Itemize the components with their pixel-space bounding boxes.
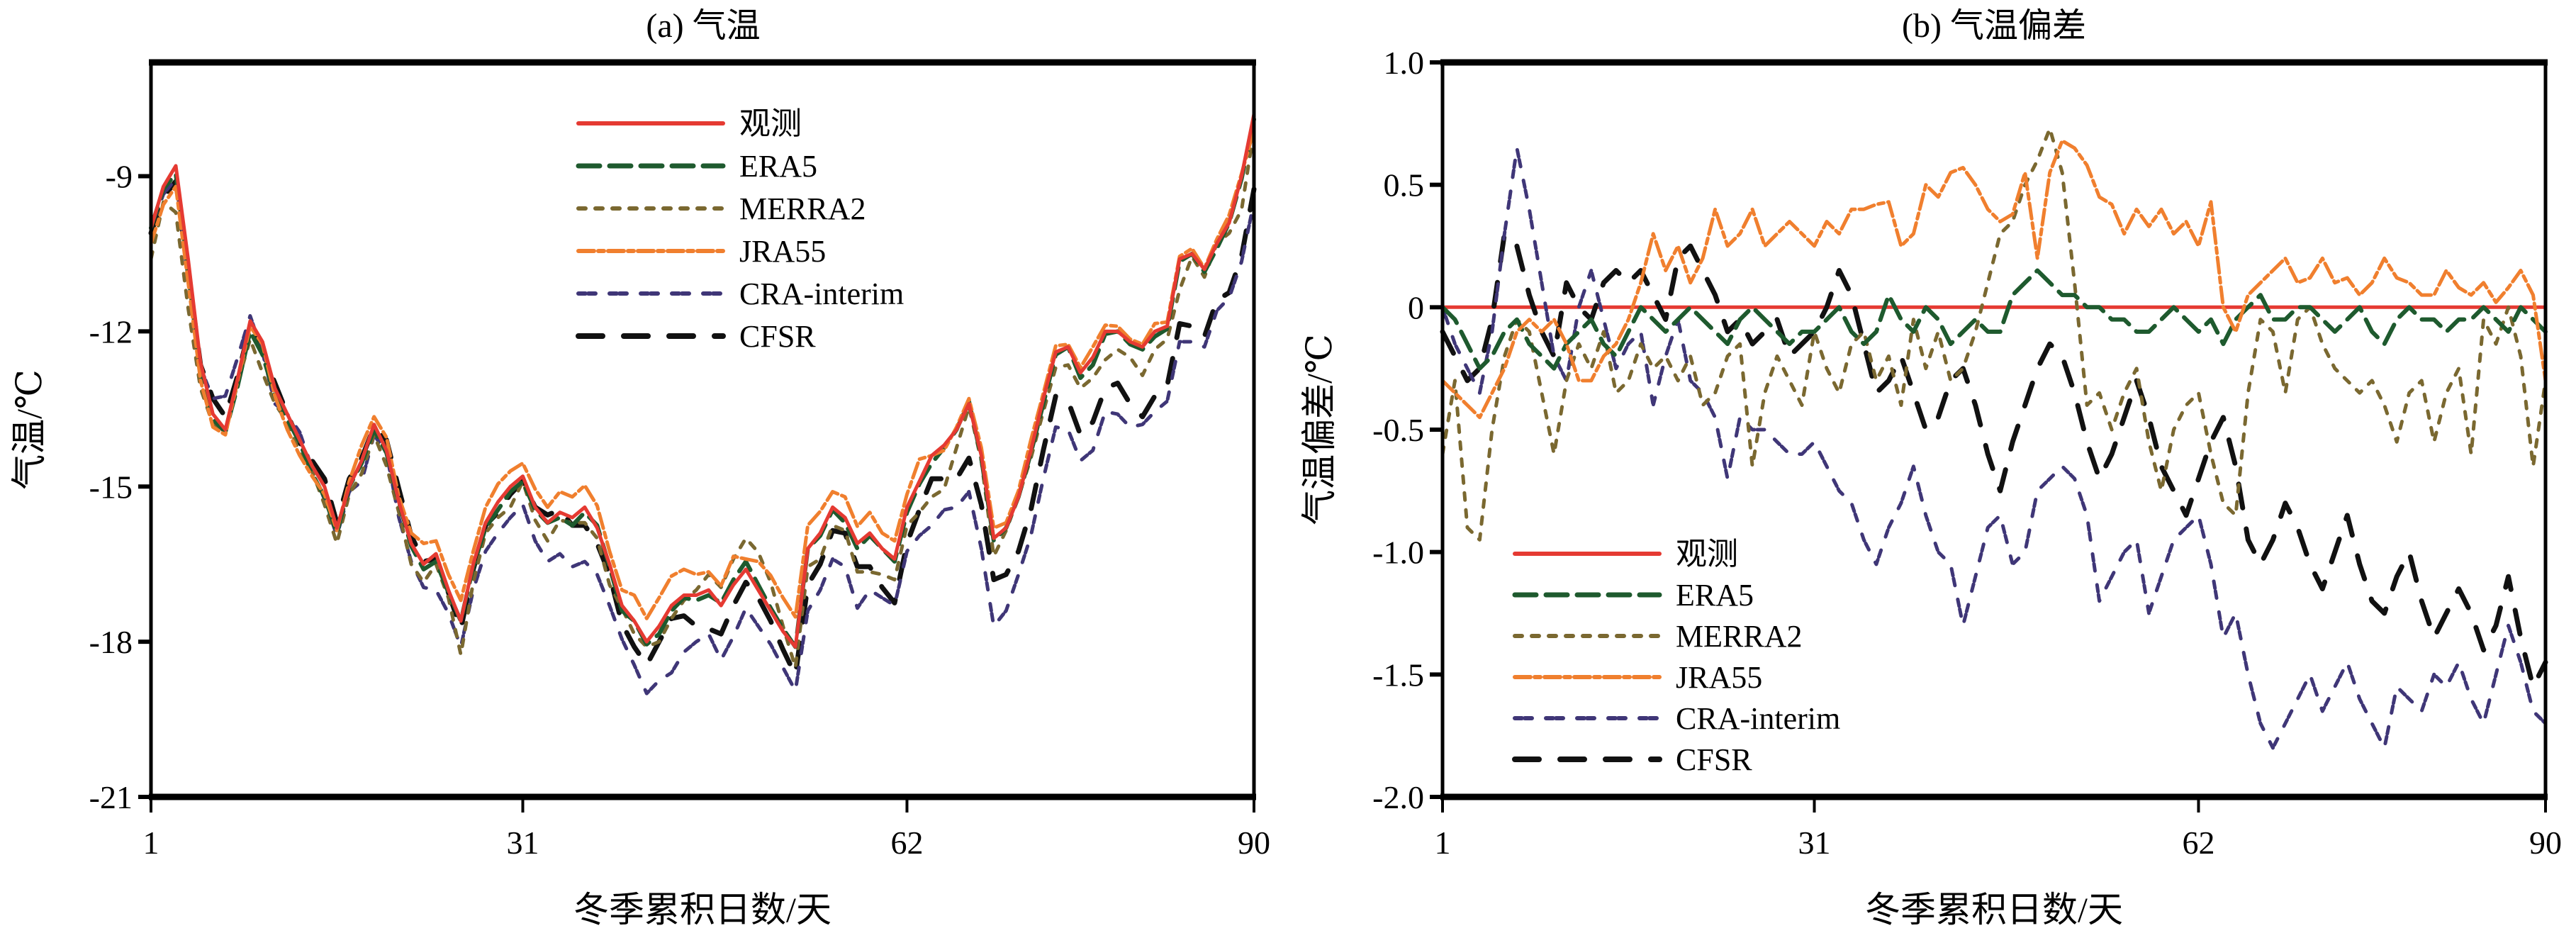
panel-b-y-axis-title: 气温偏差/℃	[1299, 334, 1339, 525]
legend-item: ERA5	[1512, 578, 1754, 613]
y-tick-label: -12	[89, 313, 133, 350]
x-tick-label: 62	[890, 825, 923, 861]
legend-item: JRA55	[1513, 660, 1762, 695]
legend-label: CRA-interim	[739, 277, 904, 311]
series-line-era5	[1440, 268, 2548, 371]
legend-item: CFSR	[1512, 742, 1752, 777]
panel-b-axes: -2.0 -1.5 -1.0 -0.5 0 0.5 1.0 1 31 62 90	[1372, 45, 2562, 861]
series-line-cra-interim	[1440, 146, 2548, 750]
x-tick-label: 1	[1435, 825, 1451, 861]
x-tick-label: 1	[143, 825, 159, 861]
legend-item: CRA-interim	[1513, 701, 1840, 736]
x-tick-label: 90	[1238, 825, 1270, 861]
y-tick-label: 0	[1408, 289, 1424, 325]
panel-b-temperature-bias: (b) 气温偏差 -2.0-1.5-1.0-0.500.51.01 31 62 90 …	[1299, 7, 2562, 929]
legend-item: ERA5	[576, 149, 817, 184]
panel-a-temperature: (a) 气温 -21 -18 -15 -12 -9 1 31 62 90 冬季累积日数/天 气温…	[9, 7, 1270, 929]
y-tick-label: -0.5	[1372, 412, 1424, 448]
series-line-observed	[149, 112, 1256, 649]
panel-a-legend: 观测 ERA5 MERRA2 JRA55 CRA-interim CFSR	[576, 106, 904, 354]
legend-label: 观测	[739, 106, 802, 141]
panel-a-series	[148, 112, 1257, 696]
legend-label: CFSR	[1676, 742, 1752, 777]
x-tick-label: 31	[1798, 825, 1830, 861]
series-line-cfsr	[1440, 231, 2548, 690]
legend-label: JRA55	[739, 234, 826, 269]
series-line-cfsr	[148, 179, 1257, 678]
legend-item: 观测	[1513, 537, 1738, 571]
y-tick-label: -18	[89, 624, 133, 660]
y-tick-label: -15	[89, 469, 133, 505]
panel-b-x-axis-title: 冬季累积日数/天	[1865, 890, 2123, 929]
legend-item: MERRA2	[1513, 619, 1802, 654]
legend-label: MERRA2	[739, 191, 866, 226]
panel-b-series	[1440, 126, 2548, 750]
panel-a-title: (a) 气温	[646, 7, 760, 45]
legend-item: CFSR	[576, 319, 816, 354]
legend-label: CFSR	[739, 319, 816, 354]
legend-label: JRA55	[1676, 660, 1762, 695]
legend-label: 观测	[1676, 537, 1738, 571]
y-tick-label: 1.0	[1384, 45, 1425, 81]
legend-label: CRA-interim	[1676, 701, 1840, 736]
y-tick-label: -1.5	[1372, 657, 1424, 693]
legend-label: ERA5	[739, 149, 817, 184]
y-tick-label: -21	[89, 779, 133, 815]
legend-item: JRA55	[576, 234, 826, 269]
legend-label: MERRA2	[1676, 619, 1802, 654]
y-tick-label: 0.5	[1384, 167, 1425, 203]
panel-b-title: (b) 气温偏差	[1902, 7, 2086, 45]
series-line-jra55	[1440, 139, 2548, 420]
y-tick-label: -1.0	[1372, 535, 1424, 571]
panel-a-x-axis-title: 冬季累积日数/天	[573, 890, 831, 929]
panel-a-y-axis-title: 气温/℃	[9, 369, 49, 490]
legend-item: 观测	[576, 106, 802, 141]
y-tick-label: -9	[106, 159, 133, 195]
legend-item: CRA-interim	[576, 277, 904, 311]
y-tick-label: -2.0	[1372, 779, 1424, 815]
plot-frame	[149, 60, 1256, 799]
series-line-merra2	[1440, 126, 2548, 542]
series-line-merra2	[149, 128, 1256, 670]
panel-b-legend: 观测 ERA5 MERRA2 JRA55 CRA-interim CFSR	[1512, 537, 1840, 777]
x-tick-label: 90	[2529, 825, 2562, 861]
plot-frame	[1440, 60, 2548, 799]
panel-a-axes: -21 -18 -15 -12 -9 1 31 62 90	[89, 59, 1270, 861]
x-tick-label: 31	[506, 825, 539, 861]
series-line-cra-interim	[149, 177, 1256, 696]
x-tick-label: 62	[2182, 825, 2214, 861]
legend-label: ERA5	[1676, 578, 1754, 613]
legend-item: MERRA2	[576, 191, 866, 226]
series-line-jra55	[149, 128, 1256, 620]
